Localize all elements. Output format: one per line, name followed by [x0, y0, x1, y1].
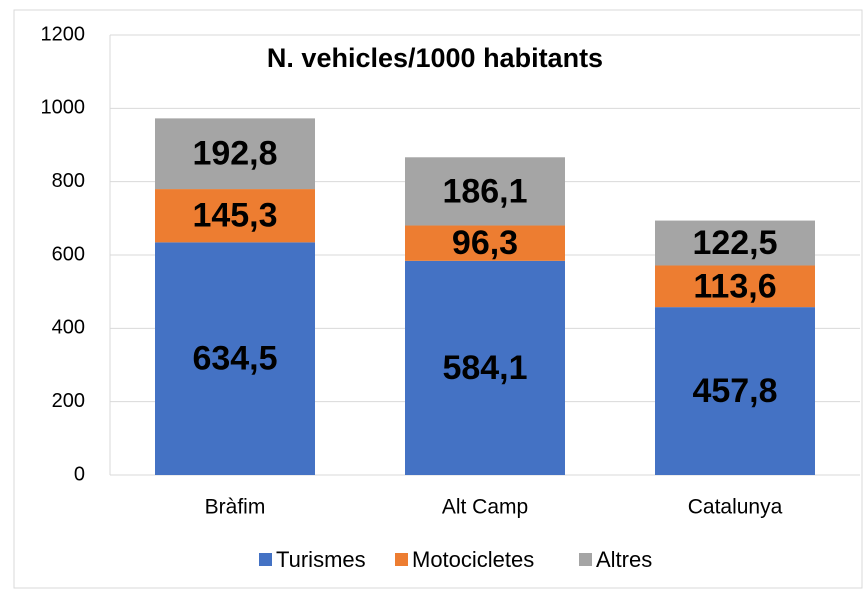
- data-label: 186,1: [442, 172, 527, 210]
- bar-segment: [405, 225, 565, 261]
- y-tick-label: 200: [52, 390, 85, 412]
- data-label: 634,5: [192, 340, 277, 378]
- legend-label: Motocicletes: [412, 547, 534, 572]
- y-tick-label: 600: [52, 243, 85, 265]
- data-label: 113,6: [693, 267, 776, 305]
- legend-swatch: [395, 553, 408, 566]
- y-tick-label: 0: [74, 463, 85, 485]
- data-label: 192,8: [192, 135, 277, 173]
- y-tick-label: 400: [52, 317, 85, 339]
- data-label: 584,1: [442, 349, 527, 387]
- bar-segment: [655, 220, 815, 266]
- x-tick-label: Catalunya: [688, 496, 783, 519]
- y-tick-label: 800: [52, 170, 85, 192]
- legend-swatch: [259, 553, 272, 566]
- bar-segment: [155, 242, 315, 475]
- data-label: 122,5: [692, 224, 777, 262]
- bar-segment: [655, 307, 815, 475]
- data-label: 145,3: [192, 197, 277, 235]
- bar-segment: [405, 157, 565, 226]
- bar-segment: [655, 265, 815, 308]
- x-tick-label: Bràfim: [205, 496, 266, 519]
- data-label: 457,8: [692, 372, 777, 410]
- x-tick-label: Alt Camp: [442, 496, 528, 519]
- bars: [155, 118, 815, 475]
- legend-label: Altres: [596, 547, 652, 572]
- y-tick-label: 1000: [41, 97, 86, 119]
- data-label: 96,3: [452, 224, 518, 262]
- legend-label: Turismes: [276, 547, 366, 572]
- y-tick-label: 1200: [41, 23, 86, 45]
- bar-segment: [155, 189, 315, 243]
- chart-title: N. vehicles/1000 habitants: [267, 43, 603, 73]
- bar-segment: [405, 260, 565, 475]
- legend-swatch: [579, 553, 592, 566]
- bar-segment: [155, 118, 315, 190]
